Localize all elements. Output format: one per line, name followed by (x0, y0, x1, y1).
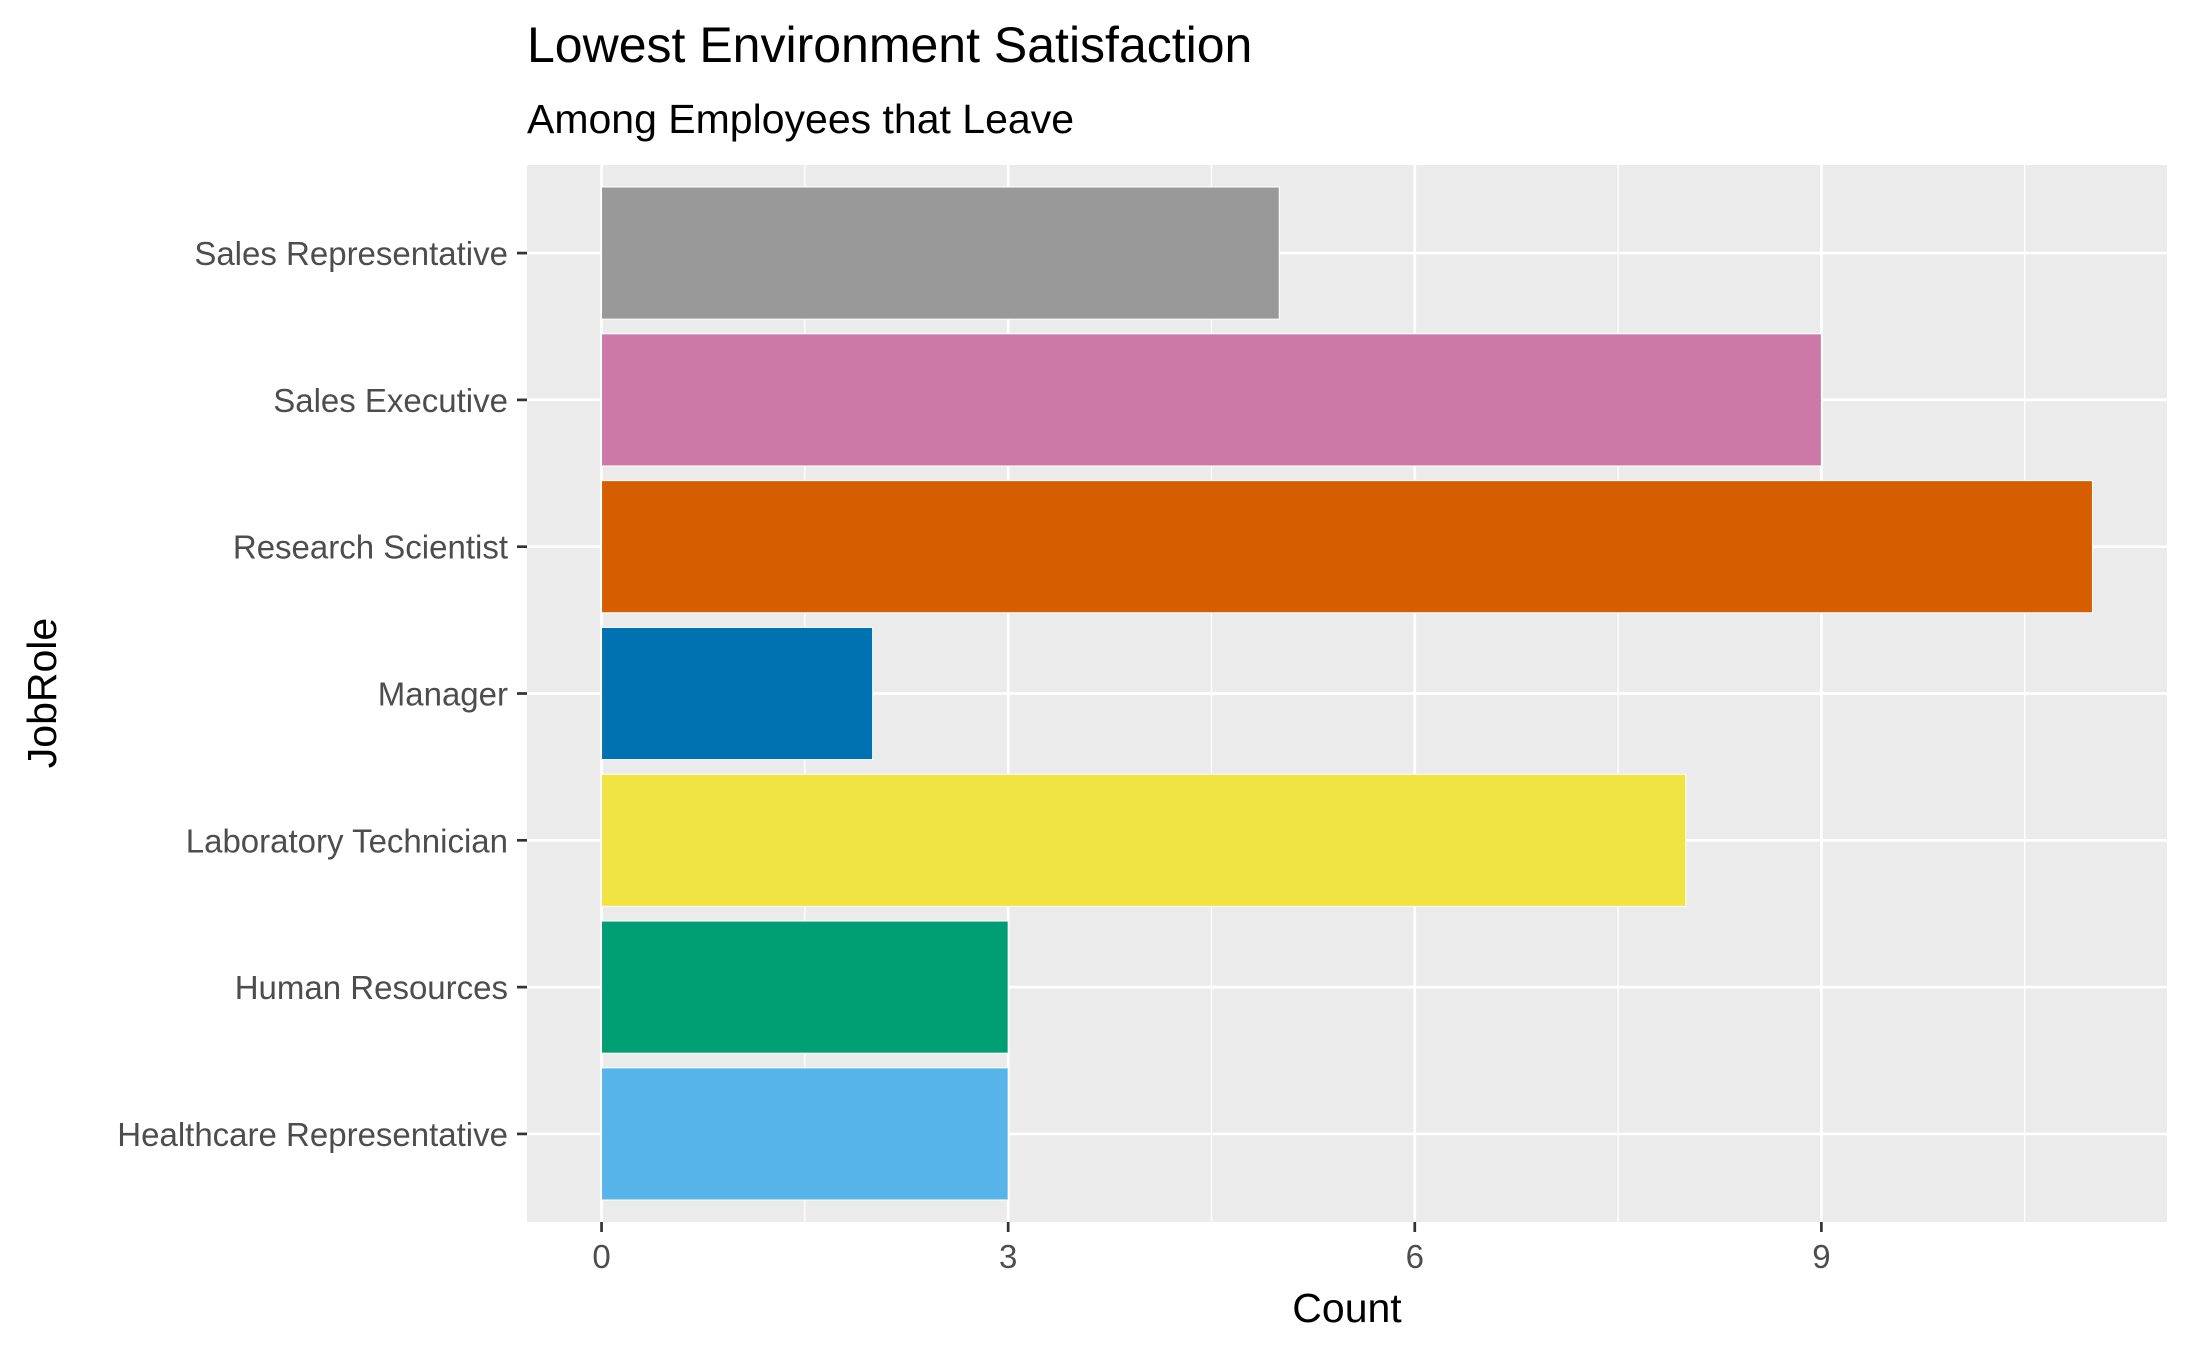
x-axis-ticks: 0 3 6 9 (592, 1222, 1831, 1275)
x-tick-label: 3 (999, 1238, 1017, 1275)
y-tick-label: Healthcare Representative (117, 1116, 508, 1153)
bar (601, 333, 1822, 467)
x-axis-title: Count (1292, 1285, 1402, 1331)
chart-subtitle: Among Employees that Leave (527, 96, 1074, 142)
bar (601, 480, 2093, 614)
y-tick-label: Sales Executive (273, 382, 508, 419)
bar (601, 626, 874, 761)
y-tick-label: Sales Representative (194, 235, 508, 272)
bar (601, 1067, 1009, 1201)
x-tick-label: 0 (592, 1238, 610, 1275)
x-tick-label: 6 (1406, 1238, 1424, 1275)
y-axis-title: JobRole (19, 618, 65, 768)
x-tick-label: 9 (1812, 1238, 1830, 1275)
y-tick-label: Research Scientist (233, 529, 508, 566)
y-tick-label: Human Resources (235, 969, 508, 1006)
bar (601, 186, 1280, 320)
y-axis-ticks: Healthcare Representative Human Resources… (117, 235, 527, 1153)
bar (601, 920, 1009, 1054)
bar (601, 773, 1687, 907)
chart-title: Lowest Environment Satisfaction (527, 17, 1252, 73)
bars (601, 186, 2093, 1201)
y-tick-label: Manager (378, 676, 508, 713)
y-tick-label: Laboratory Technician (186, 822, 508, 859)
